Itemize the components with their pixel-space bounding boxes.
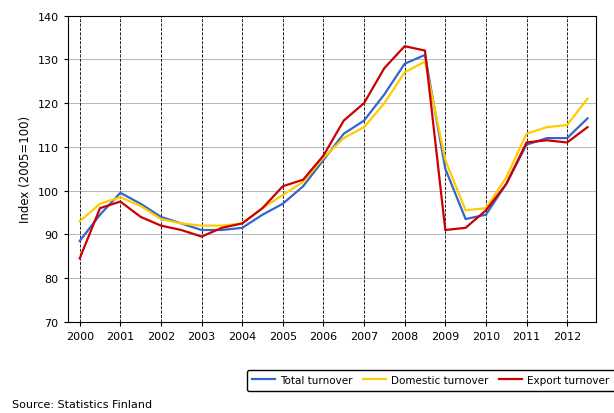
Y-axis label: Index (2005=100): Index (2005=100) [19, 116, 32, 223]
Text: Source: Statistics Finland: Source: Statistics Finland [12, 399, 152, 409]
Legend: Total turnover, Domestic turnover, Export turnover: Total turnover, Domestic turnover, Expor… [247, 370, 614, 391]
